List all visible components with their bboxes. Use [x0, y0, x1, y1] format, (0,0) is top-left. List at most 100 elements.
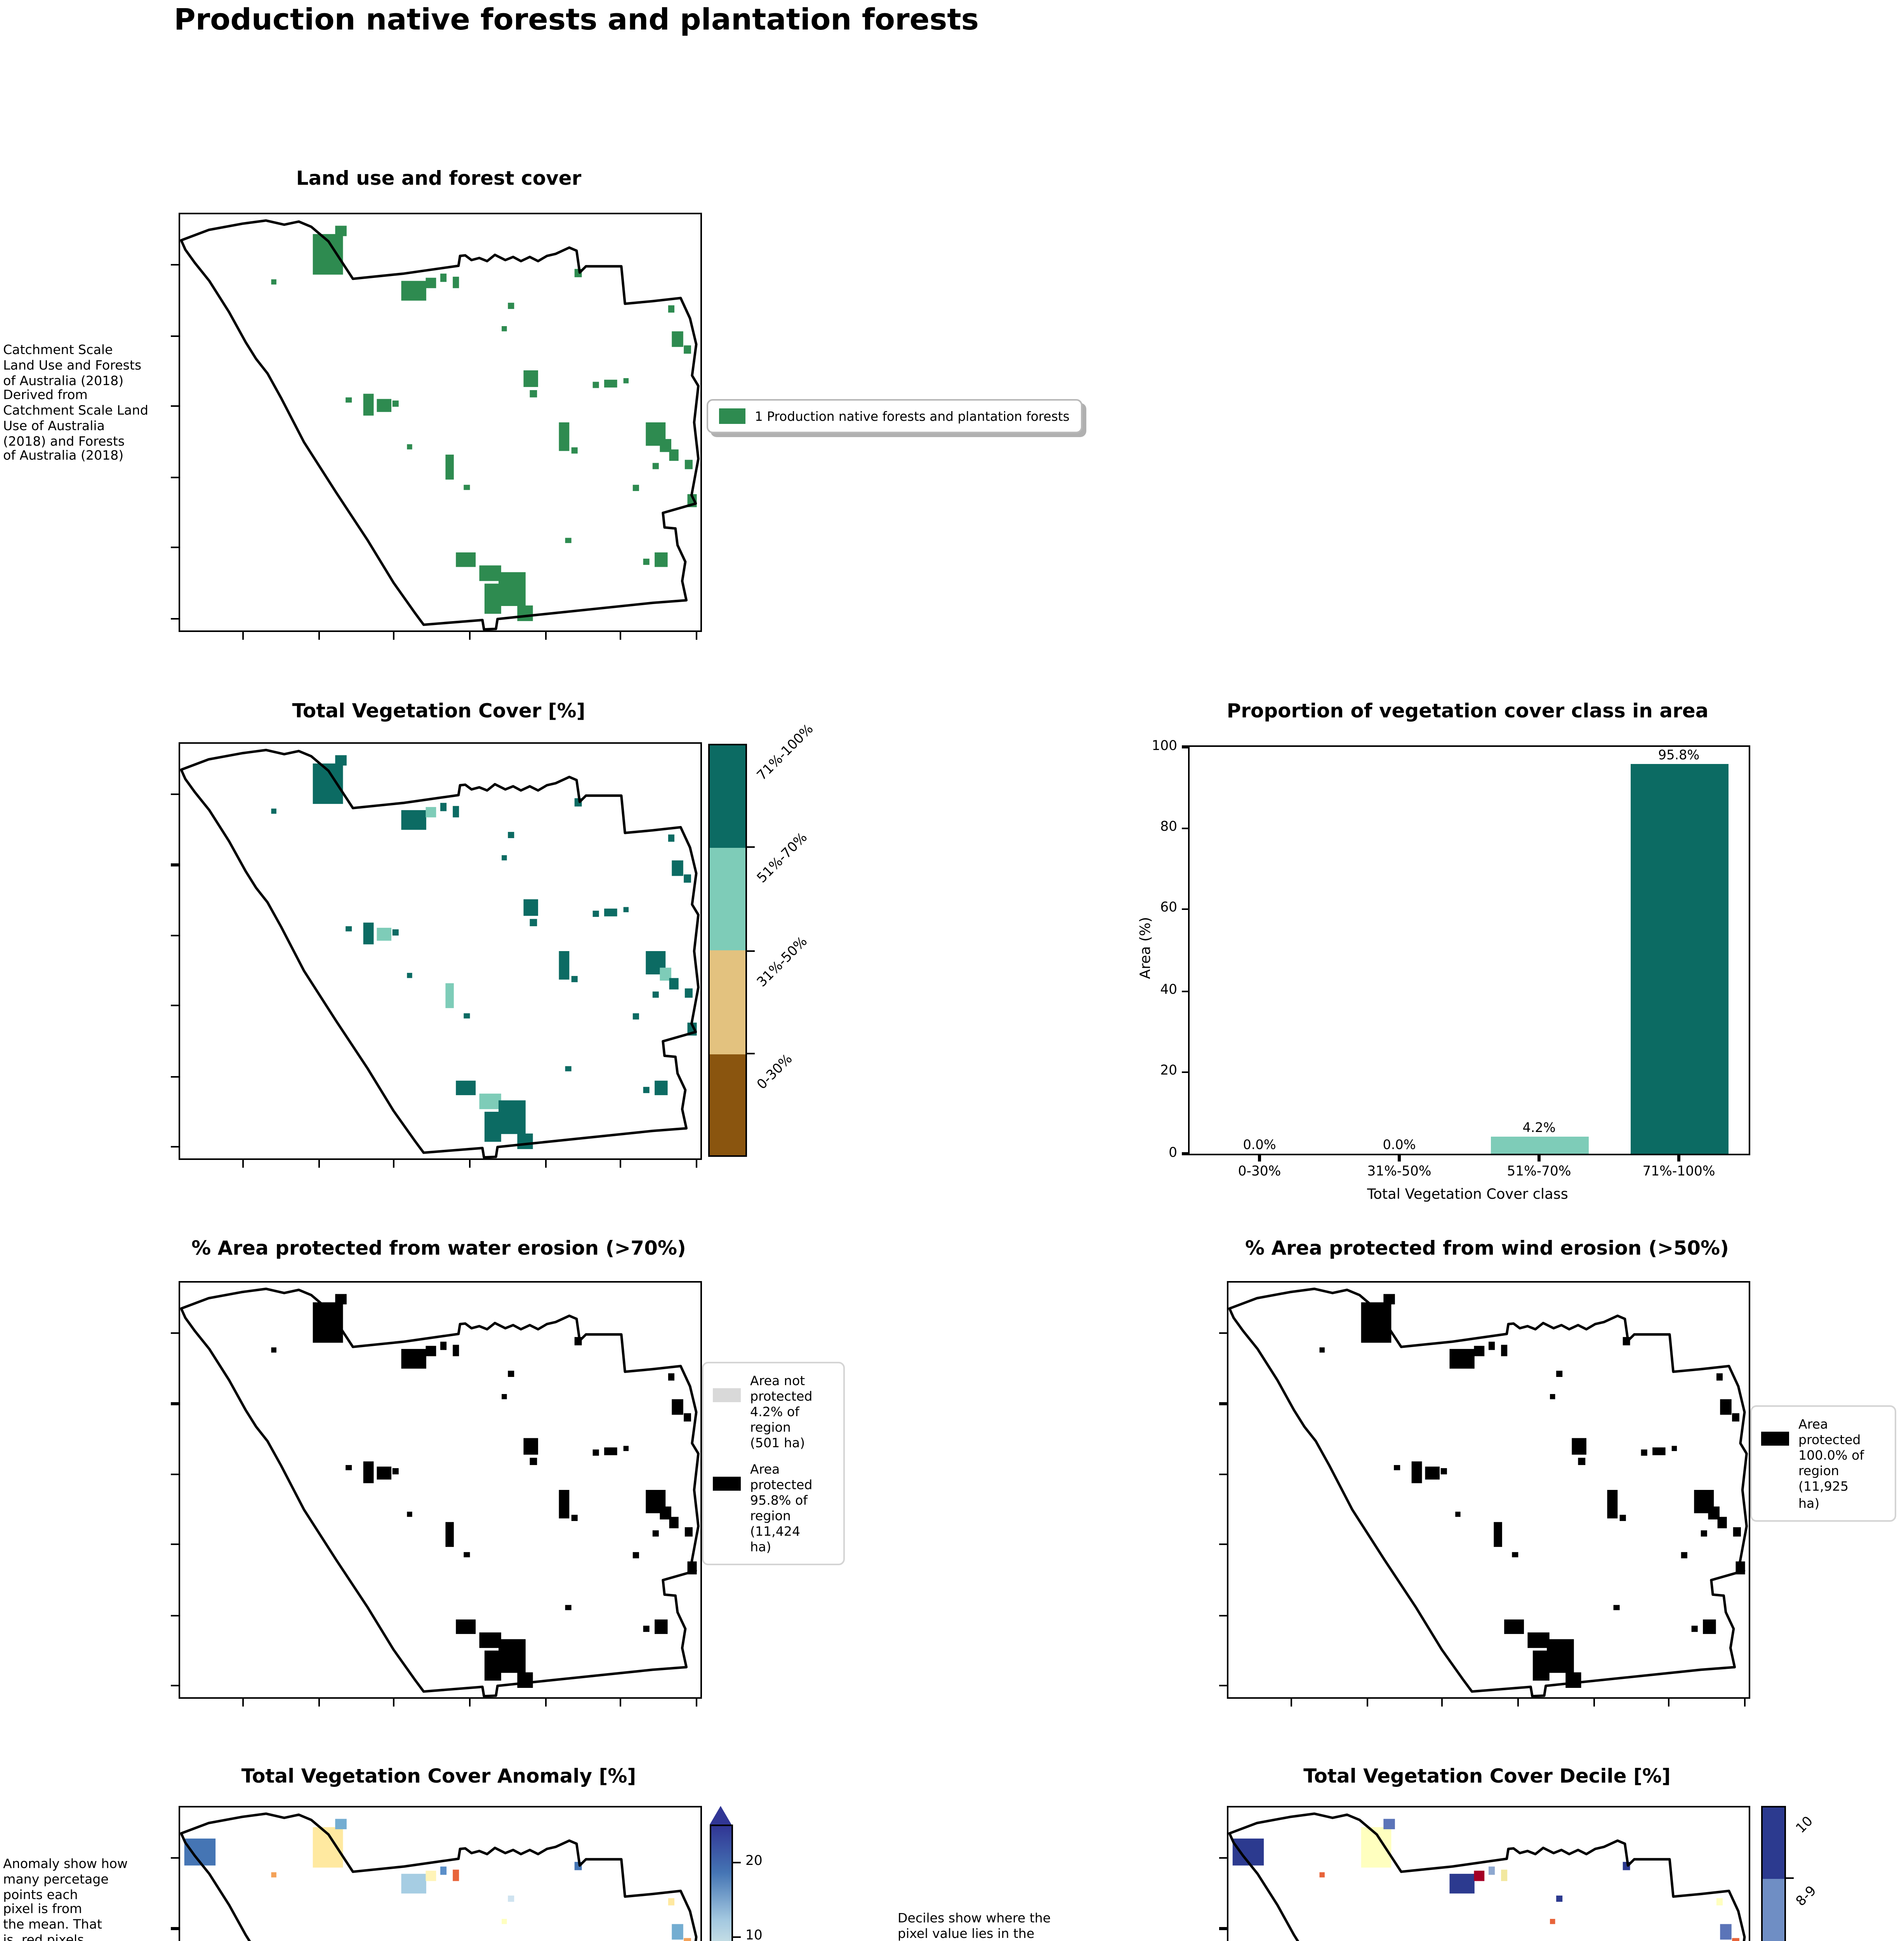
vegcover-pixel-cluster — [453, 806, 459, 818]
wind-pixel-cluster — [1455, 1512, 1461, 1517]
map-ytick — [1219, 1927, 1227, 1930]
landuse-legend-label: 1 Production native forests and plantati… — [755, 408, 1070, 424]
x-axis-tick-label: 31%-50% — [1367, 1165, 1431, 1180]
map-xtick — [695, 632, 697, 640]
wind-legend-label-protected: Area protected 100.0% of region (11,925 … — [1798, 1416, 1864, 1510]
vegcover-pixel-cluster — [684, 874, 691, 883]
vegcover-pixel-cluster — [407, 973, 412, 978]
water-legend-label-notprotected: Area not protected 4.2% of region (501 h… — [750, 1373, 813, 1451]
landuse-pixel-cluster — [565, 538, 572, 543]
landuse-pixel-cluster — [445, 455, 454, 480]
water-pixel-cluster — [643, 1625, 650, 1632]
vegcover-pixel-cluster — [571, 976, 578, 983]
map-ytick — [171, 406, 179, 408]
landuse-pixel-cluster — [684, 460, 693, 469]
wind-pixel-cluster — [1556, 1370, 1563, 1377]
landuse-pixel-cluster — [453, 276, 459, 288]
wind-pixel-cluster — [1474, 1346, 1485, 1356]
landuse-pixel-cluster — [426, 278, 436, 288]
catchment-boundary — [181, 1289, 698, 1696]
wind-pixel-cluster — [1527, 1632, 1550, 1648]
map-ytick — [171, 1927, 179, 1930]
x-axis-tick-label: 0-30% — [1238, 1165, 1281, 1180]
map-ytick — [171, 1403, 179, 1405]
vegcover-pixel-cluster — [684, 988, 693, 998]
decile-pixel-cluster — [1474, 1870, 1485, 1881]
map-ytick — [171, 264, 179, 266]
water-pixel-cluster — [592, 1449, 599, 1456]
map-xtick — [1442, 1699, 1444, 1707]
wind-pixel-cluster — [1550, 1394, 1555, 1399]
vegcover-pixel-cluster — [426, 807, 436, 818]
map-ytick — [171, 1005, 179, 1007]
x-axis-tick-label: 71%-100% — [1642, 1165, 1715, 1180]
water-pixel-cluster — [652, 1530, 659, 1537]
vegcover-pixel-cluster — [479, 1094, 501, 1109]
wind-pixel-cluster — [1532, 1650, 1550, 1681]
vegcover-map-svg — [180, 744, 700, 1158]
map-xtick — [318, 1699, 320, 1707]
landuse-pixel-cluster — [271, 279, 276, 285]
water-pixel-cluster — [523, 1438, 538, 1455]
wind-pixel-cluster — [1565, 1672, 1581, 1688]
decile-pixel-cluster — [1732, 1938, 1739, 1941]
vegcover-pixel-cluster — [508, 832, 514, 838]
water-pixel-cluster — [623, 1446, 629, 1451]
water-pixel-cluster — [445, 1522, 454, 1547]
vegcover-pixel-cluster — [271, 808, 276, 814]
landuse-pixel-cluster — [401, 281, 426, 301]
wind-pixel-cluster — [1716, 1373, 1723, 1381]
wind-pixel-cluster — [1494, 1522, 1502, 1547]
vegcover-pixel-cluster — [655, 1080, 668, 1096]
landuse-pixel-cluster — [502, 326, 507, 332]
wind-pixel-cluster — [1572, 1438, 1586, 1455]
x-axis-tick — [1258, 1154, 1261, 1161]
landuse-legend: 1 Production native forests and plantati… — [707, 399, 1082, 433]
wind-pixel-cluster — [1383, 1294, 1395, 1305]
landuse-pixel-cluster — [684, 345, 691, 354]
water-pixel-cluster — [508, 1370, 514, 1377]
wind-pixel-cluster — [1733, 1527, 1741, 1537]
map-ytick — [171, 1332, 179, 1334]
y-axis-tick — [1182, 1153, 1190, 1155]
map-xtick — [469, 1699, 471, 1707]
y-axis-tick-label: 100 — [1152, 738, 1177, 754]
decile-map — [1219, 1806, 1750, 1941]
wind-pixel-cluster — [1504, 1619, 1524, 1634]
vegcover-pixel-cluster — [517, 1133, 533, 1149]
landuse-map-svg — [180, 214, 700, 630]
water-pixel-cluster — [377, 1466, 392, 1480]
landuse-pixel-cluster — [456, 552, 476, 567]
landuse-pixel-cluster — [559, 422, 570, 451]
vegcover-pixel-cluster — [559, 951, 570, 980]
colorbar-segment — [708, 847, 747, 950]
wind-pixel-cluster — [1440, 1468, 1447, 1474]
anomaly-pixel-cluster — [684, 1938, 691, 1941]
water-pixel-cluster — [464, 1552, 470, 1557]
wind-title: % Area protected from wind erosion (>50%… — [1245, 1236, 1729, 1259]
bar-value-label: 0.0% — [1243, 1137, 1276, 1152]
map-xtick — [695, 1160, 697, 1168]
bar-chart-ylabel: Area (%) — [1138, 917, 1155, 979]
vegcover-pixel-cluster — [565, 1066, 572, 1071]
bar — [1490, 1137, 1588, 1154]
colorbar-border — [708, 744, 747, 1157]
map-ytick — [1219, 1684, 1227, 1687]
map-ytick — [171, 547, 179, 549]
wind-pixels — [1319, 1294, 1745, 1688]
map-xtick — [242, 1160, 245, 1168]
map-ytick — [171, 864, 179, 866]
map-xtick — [318, 1160, 320, 1168]
vegcover-pixel-cluster — [669, 978, 679, 990]
landuse-pixel-cluster — [604, 380, 617, 388]
water-pixel-cluster — [426, 1346, 436, 1356]
wind-pixel-cluster — [1732, 1413, 1739, 1422]
decile-pixel-cluster — [1489, 1866, 1495, 1875]
y-axis-tick — [1182, 908, 1190, 911]
wind-legend: Area protected 100.0% of region (11,925 … — [1750, 1405, 1896, 1521]
wind-pixel-cluster — [1691, 1625, 1698, 1632]
water-legend: Area not protected 4.2% of region (501 h… — [702, 1362, 845, 1566]
wind-legend-swatch-protected — [1761, 1432, 1789, 1446]
wind-pixel-cluster — [1671, 1446, 1677, 1451]
decile-pixel-cluster — [1449, 1873, 1475, 1894]
